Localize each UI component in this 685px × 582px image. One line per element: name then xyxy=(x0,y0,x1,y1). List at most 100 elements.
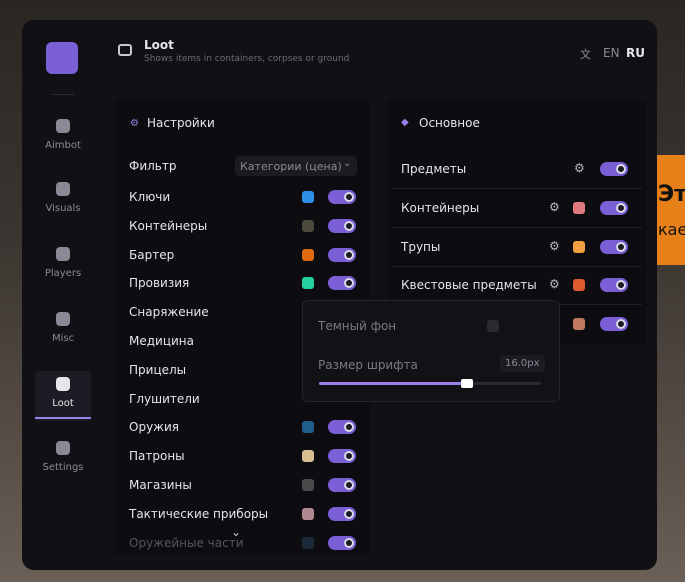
nav-icon xyxy=(56,377,70,391)
chevron: ⌄ xyxy=(343,158,352,169)
popup xyxy=(302,300,560,402)
filter-label: Фильтр xyxy=(129,159,177,173)
nav-label[interactable]: Players xyxy=(44,268,82,279)
toggle-knob xyxy=(344,422,354,433)
color-swatch[interactable] xyxy=(302,421,314,434)
active-underline xyxy=(35,417,91,419)
lang-ru[interactable]: RU xyxy=(626,46,645,60)
item-label: Трупы xyxy=(401,239,441,254)
gear-icon[interactable]: ⚙ xyxy=(549,199,560,214)
filter-value: Категории (цена) xyxy=(240,160,342,173)
item-label: Снаряжение xyxy=(129,305,209,320)
nav-icon xyxy=(56,182,70,196)
row-divider xyxy=(392,188,642,189)
loot-icon xyxy=(118,44,132,56)
color-swatch[interactable] xyxy=(302,248,314,261)
row-divider xyxy=(392,265,642,267)
nav-label[interactable]: Aimbot xyxy=(45,140,81,151)
dark-bg-label: Темный фон xyxy=(318,319,397,333)
color-swatch[interactable] xyxy=(573,279,585,292)
toggle-knob xyxy=(344,508,354,519)
lang-en[interactable]: EN xyxy=(603,46,620,60)
color-swatch[interactable] xyxy=(302,507,314,520)
nav-label[interactable]: Misc xyxy=(51,333,75,344)
toggle[interactable] xyxy=(328,506,356,521)
toggle[interactable] xyxy=(328,478,356,492)
gear-icon[interactable]: ⚙ xyxy=(549,277,560,292)
toggle[interactable] xyxy=(600,317,628,332)
settings-title: Настройки xyxy=(147,116,215,130)
toggle-knob xyxy=(344,480,354,490)
item-label: Медицина xyxy=(129,334,194,348)
item-label: Оружия xyxy=(129,420,179,435)
item-label: Магазины xyxy=(129,478,192,492)
item-label: Ключи xyxy=(129,190,171,204)
font-size-label: Размер шрифта xyxy=(318,358,418,372)
item-label: Оружейные части xyxy=(129,535,244,550)
item-label: Контейнеры xyxy=(129,218,208,233)
toggle[interactable] xyxy=(328,449,356,464)
nav-label[interactable]: Settings xyxy=(42,462,84,473)
background-text: кае xyxy=(658,220,685,239)
toggle[interactable] xyxy=(328,535,356,550)
toggle[interactable] xyxy=(328,247,356,262)
toggle-knob xyxy=(344,451,354,462)
dark-bg-swatch[interactable] xyxy=(487,320,499,332)
color-swatch[interactable] xyxy=(573,318,585,331)
color-swatch[interactable] xyxy=(302,536,314,549)
toggle-knob xyxy=(344,249,354,260)
toggle-knob xyxy=(616,241,626,252)
header-title: Loot xyxy=(144,38,174,52)
toggle-knob xyxy=(616,164,626,174)
item-label: Прицелы xyxy=(129,362,187,377)
nav-icon xyxy=(56,247,70,261)
toggle[interactable] xyxy=(600,162,628,176)
scroll-chevron[interactable]: ⌄ xyxy=(231,525,242,539)
gear-icon: ⚙ xyxy=(130,118,139,129)
nav-label[interactable]: Visuals xyxy=(45,203,81,214)
item-label: Предметы xyxy=(401,162,467,176)
color-swatch[interactable] xyxy=(302,219,314,232)
color-swatch[interactable] xyxy=(302,479,314,491)
main-title: Основное xyxy=(419,116,480,130)
toggle[interactable] xyxy=(328,190,356,204)
item-label: Патроны xyxy=(129,449,185,464)
translate-icon: 文 xyxy=(580,48,591,61)
item-label: Тактические приборы xyxy=(129,506,269,521)
toggle[interactable] xyxy=(328,218,356,233)
slider-thumb[interactable] xyxy=(461,379,473,388)
nav-icon xyxy=(56,312,70,326)
nav-icon xyxy=(56,119,70,133)
nav-icon xyxy=(56,441,70,455)
color-swatch[interactable] xyxy=(573,201,585,214)
item-label: Провизия xyxy=(129,276,190,291)
color-swatch[interactable] xyxy=(573,240,585,253)
gear-icon[interactable]: ⚙ xyxy=(549,238,560,253)
toggle-knob xyxy=(344,192,354,202)
gear-icon[interactable]: ⚙ xyxy=(574,161,585,175)
toggle-knob xyxy=(344,537,354,548)
font-size-value: 16.0px xyxy=(500,355,545,372)
background-text: Эт xyxy=(658,182,685,207)
item-label: Глушители xyxy=(129,391,200,406)
toggle-knob xyxy=(616,202,626,213)
header-subtitle: Shows items in containers, corpses or gr… xyxy=(144,54,350,64)
item-label: Бартер xyxy=(129,247,175,262)
toggle[interactable] xyxy=(328,420,356,435)
nav-label[interactable]: Loot xyxy=(52,398,74,409)
toggle-knob xyxy=(344,220,354,231)
toggle[interactable] xyxy=(328,276,356,291)
color-swatch[interactable] xyxy=(302,450,314,463)
toggle[interactable] xyxy=(600,239,628,254)
color-swatch[interactable] xyxy=(302,277,314,290)
toggle-knob xyxy=(344,278,354,289)
toggle-knob xyxy=(616,280,626,291)
toggle[interactable] xyxy=(600,278,628,293)
color-swatch[interactable] xyxy=(302,191,314,203)
toggle[interactable] xyxy=(600,200,628,215)
divider xyxy=(52,94,74,95)
filter-dropdown[interactable] xyxy=(235,156,357,176)
item-label: Контейнеры xyxy=(401,200,480,215)
background-banner xyxy=(657,155,685,265)
